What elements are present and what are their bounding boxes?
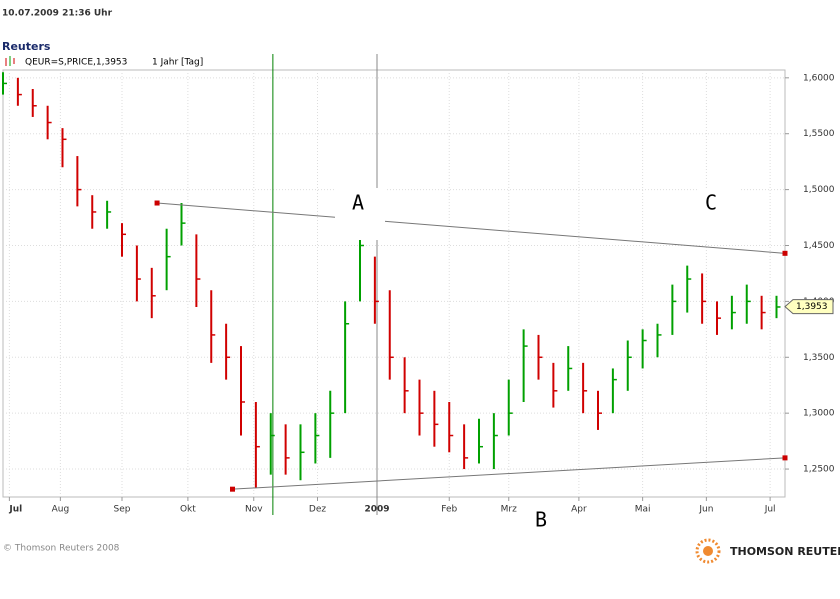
x-tick-label: Jun: [698, 505, 713, 515]
x-tick-label: Feb: [441, 505, 457, 515]
y-tick-label: 1,2500: [803, 465, 835, 475]
x-tick-label: Apr: [571, 505, 587, 515]
legend-icon: [5, 56, 15, 66]
trendline-handle: [782, 250, 788, 256]
annotation-box: [698, 188, 740, 240]
x-tick-label: Jul: [764, 505, 776, 515]
annotation-box: [518, 505, 562, 563]
trendline-handle: [154, 200, 160, 206]
y-tick-label: 1,4500: [803, 241, 835, 251]
logo: [695, 538, 721, 564]
footer-bg: [0, 535, 840, 595]
x-tick-label: Mai: [635, 505, 651, 515]
timestamp: 10.07.2009 21:36 Uhr: [2, 9, 113, 19]
annotation: C: [705, 191, 717, 215]
period: 1 Jahr [Tag]: [152, 58, 203, 68]
source: Reuters: [2, 40, 51, 53]
x-tick-label: Sep: [114, 505, 131, 515]
y-tick-label: 1,5000: [803, 185, 835, 195]
x-tick-label: Jul: [8, 505, 22, 515]
plot-frame: [2, 69, 786, 498]
annotation: A: [352, 191, 364, 215]
x-tick-label: Dez: [309, 505, 326, 515]
x-tick-label: Nov: [245, 505, 263, 515]
trendline-handle: [782, 455, 788, 461]
x-tick-label: Aug: [52, 505, 70, 515]
annotation: B: [535, 508, 547, 532]
y-tick-label: 1,3500: [803, 353, 835, 363]
copyright: © Thomson Reuters 2008: [3, 544, 120, 554]
brand: THOMSON REUTERS: [730, 545, 840, 558]
trendline-handle: [230, 486, 235, 492]
instrument: QEUR=S,PRICE,1,3953: [25, 58, 127, 68]
last-price-tag: [784, 299, 834, 315]
x-tick-label: Mrz: [501, 505, 517, 515]
last-price-label: 1,3953: [796, 302, 828, 312]
trendline: [232, 457, 786, 490]
y-tick-label: 1,5500: [803, 129, 835, 139]
x-tick-label: Okt: [180, 505, 196, 515]
annotation-box: [335, 188, 385, 240]
trendline: [157, 202, 786, 254]
y-tick-label: 1,6000: [803, 73, 835, 83]
y-tick-label: 1,3000: [803, 409, 835, 419]
